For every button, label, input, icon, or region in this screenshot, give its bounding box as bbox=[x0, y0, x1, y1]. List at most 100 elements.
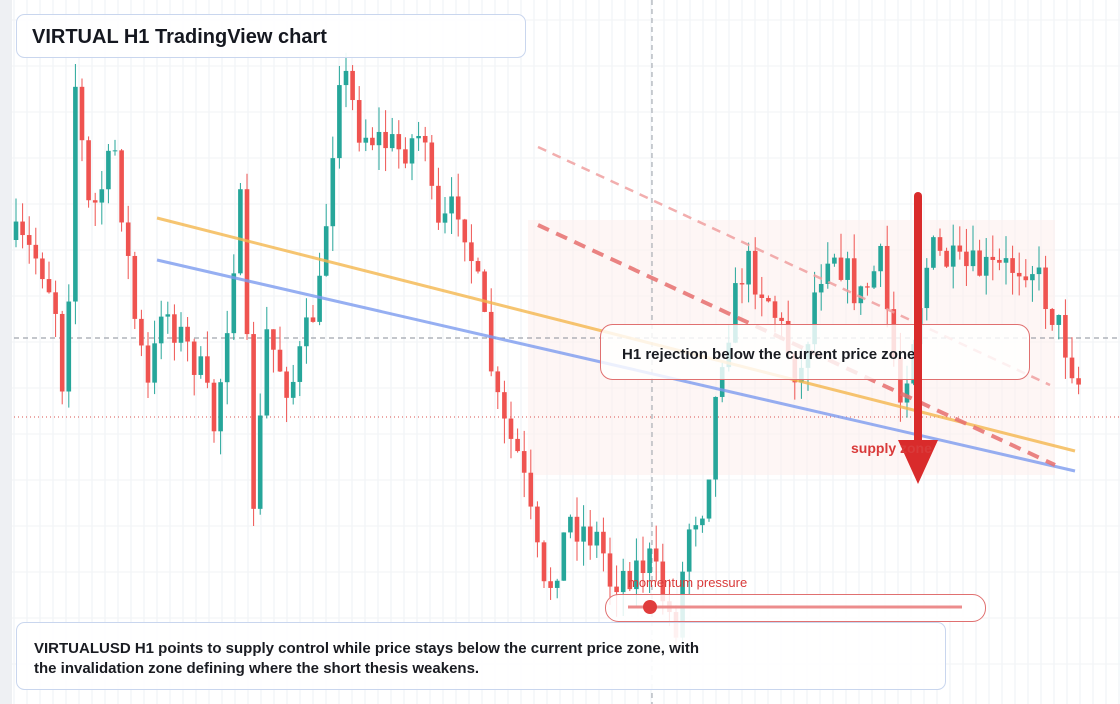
candle-body bbox=[1043, 267, 1048, 310]
candle-body bbox=[488, 311, 494, 372]
candle-body bbox=[686, 529, 692, 572]
candle-body bbox=[904, 383, 910, 403]
candle-body bbox=[931, 237, 936, 268]
candle-body bbox=[997, 259, 1002, 263]
candle-body bbox=[92, 200, 98, 203]
candle-body bbox=[198, 356, 204, 375]
candle-body bbox=[59, 313, 65, 392]
candle-body bbox=[119, 150, 124, 223]
candle-body bbox=[944, 250, 949, 267]
candle-body bbox=[700, 518, 705, 526]
candle-body bbox=[40, 258, 45, 280]
candle-body bbox=[548, 581, 553, 588]
callout-box bbox=[600, 324, 1030, 380]
candle-body bbox=[13, 221, 19, 240]
candle-body bbox=[53, 292, 58, 314]
candle-body bbox=[970, 250, 976, 267]
candle-body bbox=[224, 333, 230, 383]
candle-body bbox=[640, 560, 646, 574]
candle-body bbox=[172, 314, 177, 343]
candle-body bbox=[264, 329, 270, 416]
candle-body bbox=[977, 250, 982, 276]
candle-body bbox=[396, 134, 402, 150]
candle-body bbox=[26, 235, 32, 245]
candle-body bbox=[356, 100, 362, 143]
caption-box bbox=[16, 622, 946, 690]
candle-body bbox=[964, 251, 969, 267]
candle-body bbox=[290, 381, 296, 398]
candle-body bbox=[46, 279, 52, 293]
candle-body bbox=[825, 263, 831, 284]
candle-body bbox=[1063, 315, 1068, 358]
candle-body bbox=[884, 245, 890, 310]
candle-body bbox=[475, 261, 481, 272]
candle-body bbox=[851, 258, 857, 304]
callout-text: H1 rejection below the current price zon… bbox=[622, 346, 915, 363]
candle-body bbox=[601, 531, 606, 554]
candle-body bbox=[158, 316, 164, 344]
candle-body bbox=[1049, 309, 1055, 325]
candle-body bbox=[508, 418, 514, 439]
candle-body bbox=[660, 561, 666, 602]
candle-body bbox=[759, 294, 765, 298]
candle-body bbox=[1023, 276, 1029, 281]
candle-body bbox=[297, 346, 303, 382]
candle-body bbox=[1003, 258, 1009, 263]
candle-body bbox=[271, 329, 276, 350]
candle-body bbox=[568, 516, 573, 533]
candle-body bbox=[620, 570, 626, 593]
candle-body bbox=[858, 286, 864, 304]
candle-body bbox=[1076, 378, 1081, 385]
candle-body bbox=[521, 451, 527, 473]
candle-body bbox=[244, 189, 250, 335]
candle-body bbox=[871, 271, 877, 288]
candle-body bbox=[330, 158, 336, 227]
candle-body bbox=[772, 301, 778, 318]
candle-body bbox=[442, 213, 448, 223]
candle-body bbox=[752, 250, 758, 295]
candle-body bbox=[502, 392, 507, 419]
candle-body bbox=[653, 548, 659, 562]
candle-body bbox=[574, 516, 580, 542]
candle-body bbox=[924, 267, 930, 309]
candle-body bbox=[310, 317, 316, 322]
candle-body bbox=[594, 531, 600, 546]
candle-body bbox=[812, 292, 817, 345]
candle-body bbox=[323, 226, 329, 276]
candle-body bbox=[218, 382, 223, 432]
candle-body bbox=[957, 245, 963, 252]
candle-body bbox=[112, 150, 118, 152]
candle-body bbox=[713, 396, 718, 480]
candle-body bbox=[251, 334, 256, 509]
title: VIRTUAL H1 TradingView chart bbox=[32, 26, 327, 48]
candle-body bbox=[455, 196, 461, 220]
candle-body bbox=[482, 271, 487, 312]
candle-body bbox=[1010, 258, 1015, 273]
candle-body bbox=[185, 326, 190, 342]
candle-body bbox=[257, 415, 263, 509]
candle-body bbox=[561, 532, 567, 581]
candle-body bbox=[733, 283, 738, 343]
candle-body bbox=[693, 525, 699, 530]
candle-body bbox=[1036, 267, 1042, 275]
candle-body bbox=[436, 185, 441, 223]
candle-body bbox=[983, 256, 989, 276]
candle-body bbox=[614, 586, 619, 593]
candle-body bbox=[878, 245, 883, 272]
candle-body bbox=[581, 526, 586, 542]
candle-body bbox=[99, 189, 105, 203]
candle-body bbox=[634, 560, 639, 590]
candle-body bbox=[845, 258, 850, 280]
candle-body bbox=[363, 137, 369, 143]
left-edge bbox=[0, 0, 12, 704]
candle-body bbox=[838, 257, 844, 280]
caption-line: VIRTUALUSD H1 points to supply control w… bbox=[34, 640, 699, 657]
candle-body bbox=[304, 317, 309, 347]
candle-body bbox=[1069, 357, 1075, 379]
candle-body bbox=[337, 85, 342, 159]
candle-body bbox=[139, 318, 144, 346]
candle-body bbox=[607, 553, 613, 587]
candle-body bbox=[79, 86, 85, 141]
candle-body bbox=[647, 548, 652, 574]
candle-body bbox=[284, 371, 289, 398]
